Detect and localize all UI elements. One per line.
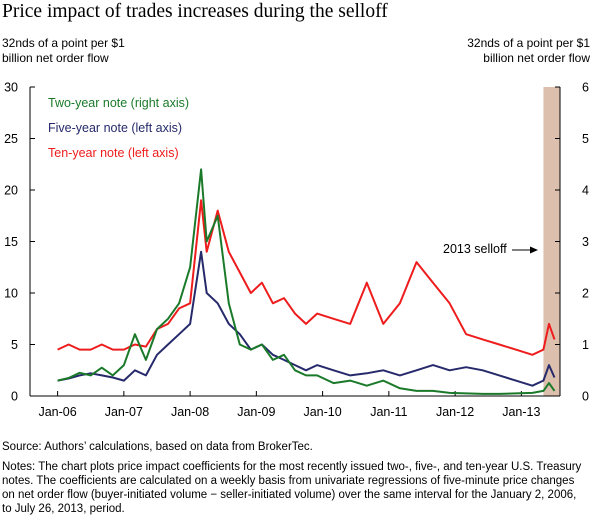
left-axis-ticks: 0 5 10 15 20 25 30: [4, 81, 35, 404]
legend-entry-five-year: Five-year note (left axis): [48, 121, 182, 135]
right-tick-label: 5: [582, 132, 589, 146]
left-tick-label: 25: [4, 132, 18, 146]
left-tick-label: 30: [4, 81, 18, 95]
series-line-ten-year: [57, 199, 556, 356]
left-tick-label: 5: [11, 338, 18, 352]
right-axis-title: 32nds of a point per $1 billion net orde…: [467, 36, 590, 65]
right-tick-label: 0: [582, 390, 589, 404]
x-tick-label: Jan-11: [370, 405, 407, 419]
right-tick-label: 6: [582, 81, 589, 95]
legend-entry-ten-year: Ten-year note (left axis): [48, 146, 179, 160]
right-tick-label: 1: [582, 338, 589, 352]
x-tick-label: Jan-07: [105, 405, 143, 419]
selloff-annotation: 2013 selloff: [443, 242, 507, 256]
series-line-two-year: [57, 168, 556, 395]
left-tick-label: 15: [4, 235, 18, 249]
x-tick-label: Jan-09: [237, 405, 275, 419]
x-tick-label: Jan-10: [303, 405, 341, 419]
x-tick-label: Jan-06: [38, 405, 76, 419]
selloff-shaded-region: [543, 87, 560, 396]
right-axis-ticks: 0 1 2 3 4 5 6: [555, 81, 589, 404]
x-tick-label: Jan-08: [171, 405, 209, 419]
legend: Two-year note (right axis) Five-year note…: [48, 96, 189, 160]
x-axis-ticks: Jan-06 Jan-07 Jan-08 Jan-09 Jan-10 Jan-11 Jan-…: [38, 391, 541, 419]
right-tick-label: 2: [582, 287, 589, 301]
series-layer: [57, 168, 556, 395]
source-note: Source: Authors’ calculations, based on …: [2, 441, 313, 453]
left-tick-label: 20: [4, 184, 18, 198]
chart-title: Price impact of trades increases during …: [2, 1, 388, 22]
x-tick-label: Jan-12: [436, 405, 474, 419]
right-tick-label: 4: [582, 184, 589, 198]
series-line-five-year: [57, 250, 556, 387]
selloff-arrowhead: [530, 246, 538, 254]
left-axis-title: 32nds of a point per $1 billion net orde…: [2, 36, 125, 65]
right-tick-label: 3: [582, 235, 589, 249]
legend-entry-two-year: Two-year note (right axis): [48, 96, 189, 110]
left-tick-label: 10: [4, 287, 18, 301]
left-tick-label: 0: [11, 390, 18, 404]
x-tick-label: Jan-13: [502, 405, 540, 419]
chart-notes: Notes: The chart plots price impact coef…: [2, 461, 582, 515]
